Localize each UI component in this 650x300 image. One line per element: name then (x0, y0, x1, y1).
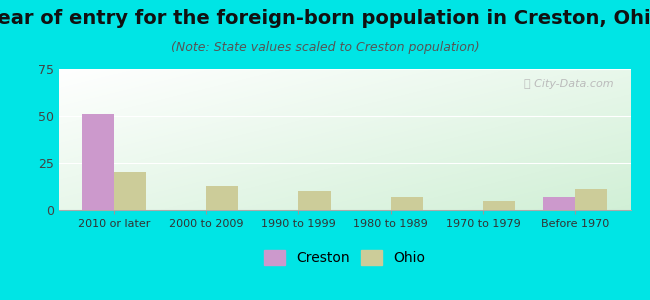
Legend: Creston, Ohio: Creston, Ohio (259, 245, 430, 271)
Bar (543, 197, 575, 210)
Text: Year of entry for the foreign-born population in Creston, Ohio: Year of entry for the foreign-born popul… (0, 9, 650, 28)
Bar (81, 114, 114, 210)
Bar (114, 172, 146, 210)
Text: (Note: State values scaled to Creston population): (Note: State values scaled to Creston po… (171, 40, 479, 53)
Bar (483, 201, 515, 210)
Text: ⓘ City-Data.com: ⓘ City-Data.com (524, 79, 614, 89)
Bar (298, 191, 331, 210)
Bar (206, 186, 239, 210)
Bar (391, 197, 423, 210)
Bar (575, 189, 608, 210)
